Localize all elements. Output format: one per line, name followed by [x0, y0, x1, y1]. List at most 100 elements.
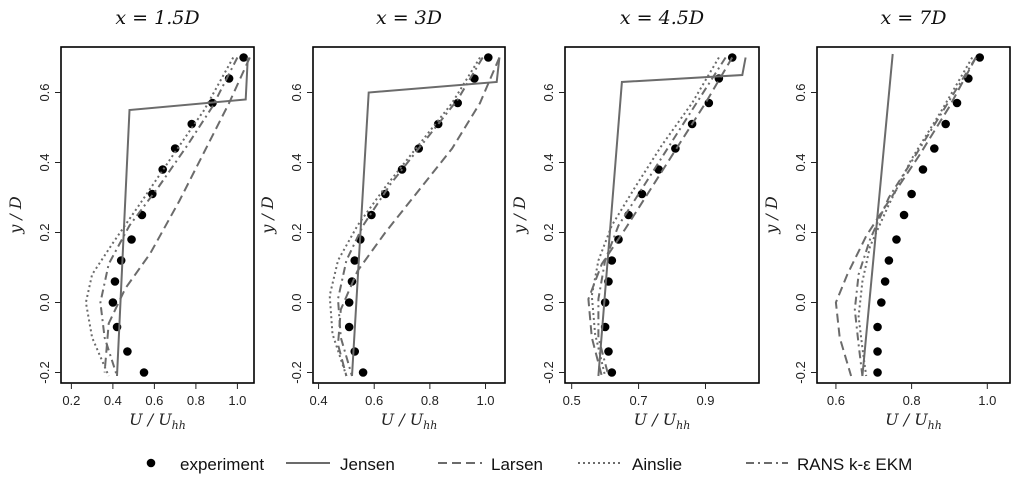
experiment-point	[975, 53, 985, 62]
x-axis-label: U / Uhh	[129, 410, 186, 432]
y-tick-label: 0.2	[289, 223, 304, 241]
experiment-point	[344, 298, 354, 307]
experiment-point	[607, 368, 617, 377]
experiment-point	[127, 235, 136, 244]
plot-frame	[60, 46, 255, 384]
x-tick-label: 1.0	[228, 393, 246, 408]
x-tick-label: 1.0	[476, 393, 494, 408]
ainslie-line	[84, 57, 235, 377]
y-axis-label: y / D	[6, 196, 25, 235]
experiment-point	[358, 368, 368, 377]
legend-marker	[146, 458, 156, 468]
experiment-point	[350, 347, 360, 356]
experiment-point	[880, 277, 890, 286]
y-tick-label: 0.2	[541, 223, 556, 241]
experiment-point	[873, 347, 882, 356]
experiment-point	[187, 119, 197, 129]
y-tick-label: 0.6	[793, 83, 808, 101]
experiment-point	[727, 53, 737, 62]
panel-title: x = 4.5D	[620, 7, 704, 29]
y-tick-label: 0.0	[541, 293, 556, 311]
experiment-point	[907, 189, 916, 199]
experiment-point	[350, 256, 360, 265]
larsen-line	[336, 57, 501, 377]
jensen-line	[351, 57, 501, 377]
legend-item-rans-k-ekm: RANS k-ε EKM	[746, 455, 912, 474]
y-tick-label: 0.4	[541, 153, 556, 171]
experiment-point	[484, 53, 493, 62]
experiment-point	[899, 210, 909, 220]
panel-title: x = 1.5D	[115, 7, 199, 29]
panel-4: x = 7D 0.6 0.8 1.0 -0.2 0.0 0.2 0.4 0.6 U / Uhh y …	[762, 7, 1011, 432]
experiment-point	[918, 165, 928, 174]
y-axis-label: y / D	[762, 196, 781, 235]
experiment-point	[344, 322, 354, 332]
experiment-point	[116, 256, 126, 265]
experiment-point	[877, 298, 886, 307]
x-tick-label: 0.4	[104, 393, 122, 408]
y-tick-label: 0.4	[289, 153, 304, 171]
y-tick-label: 0.4	[793, 153, 808, 171]
experiment-point	[952, 98, 962, 108]
experiment-point	[239, 53, 248, 62]
legend-label: Larsen	[491, 455, 543, 474]
y-tick-label: -0.2	[541, 361, 556, 383]
y-tick-label: 0.2	[37, 223, 52, 241]
panel-2: x = 3D 0.4 0.6 0.8 1.0 -0.2 0.0 0.2 0.4 0.6 U / Uh…	[258, 7, 506, 432]
legend-label: Ainslie	[632, 455, 682, 474]
x-tick-label: 0.7	[630, 393, 648, 408]
experiment-point	[941, 119, 950, 129]
legend-item-jensen: Jensen	[286, 455, 395, 474]
y-axis-label: y / D	[510, 196, 529, 235]
rans-k-ekm-line	[336, 56, 484, 377]
experiment-point	[123, 347, 132, 356]
panel-title: x = 7D	[880, 7, 946, 29]
experiment-point	[158, 165, 167, 174]
ainslie-line	[857, 57, 974, 377]
experiment-point	[884, 256, 894, 265]
experiment-point	[108, 298, 118, 307]
legend: experiment Jensen Larsen Ainslie RANS k-ε EK…	[146, 455, 912, 474]
x-tick-label: 0.6	[145, 393, 163, 408]
x-tick-label: 0.6	[827, 393, 845, 408]
y-axis-label: y / D	[258, 196, 277, 235]
experiment-point	[148, 189, 157, 199]
x-axis-label: U / Uhh	[381, 410, 438, 432]
y-tick-label: 0.6	[289, 83, 304, 101]
plot-frame	[816, 46, 1011, 384]
experiment-point	[110, 277, 120, 286]
larsen-line	[103, 57, 251, 373]
legend-label: Jensen	[340, 455, 395, 474]
panel-1: x = 1.5D 0.2 0.4 0.6 0.8 1.0 -0.2 0.0 0.2 0.4 0.6 U…	[6, 7, 255, 432]
y-tick-label: -0.2	[793, 361, 808, 383]
x-tick-label: 0.9	[696, 393, 714, 408]
rans-k-ekm-line	[99, 57, 239, 377]
plot-frame	[312, 46, 506, 384]
x-tick-label: 0.8	[421, 393, 439, 408]
experiment-point	[637, 189, 647, 199]
plot-frame	[564, 46, 760, 384]
experiment-point	[170, 144, 180, 153]
panel-3: x = 4.5D 0.5 0.7 0.9 -0.2 0.0 0.2 0.4 0.6 U / Uhh…	[510, 7, 760, 432]
y-tick-label: 0.6	[37, 83, 52, 101]
jensen-line	[597, 57, 747, 377]
y-tick-label: 0.2	[793, 223, 808, 241]
x-tick-label: 0.2	[62, 393, 80, 408]
x-axis-label: U / Uhh	[885, 410, 942, 432]
ainslie-line	[328, 56, 481, 377]
legend-item-larsen: Larsen	[438, 455, 543, 474]
rans-k-ekm-line	[853, 56, 977, 377]
y-tick-label: 0.0	[289, 293, 304, 311]
larsen-line	[587, 56, 734, 377]
x-axis-label: U / Uhh	[634, 410, 691, 432]
x-tick-label: 0.5	[563, 393, 581, 408]
jensen-line	[116, 57, 249, 377]
y-tick-label: 0.4	[37, 153, 52, 171]
legend-label: experiment	[180, 455, 264, 474]
experiment-point	[453, 98, 462, 108]
experiment-point	[873, 322, 882, 332]
x-tick-label: 0.8	[187, 393, 205, 408]
legend-item-experiment: experiment	[146, 455, 264, 474]
x-tick-label: 1.0	[978, 393, 996, 408]
